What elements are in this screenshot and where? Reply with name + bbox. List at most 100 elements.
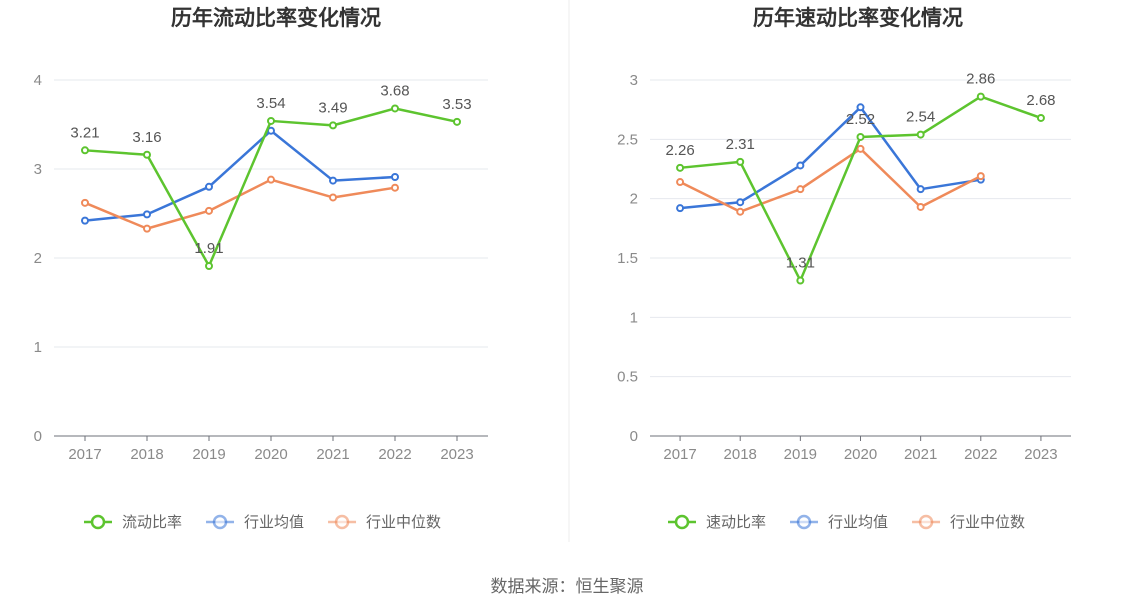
legend-circle-marker [796,514,812,530]
x-tick-label: 2022 [964,446,997,463]
data-point[interactable] [205,206,213,215]
x-tick-label: 2020 [254,446,287,463]
x-tick-label: 2017 [68,446,101,463]
y-tick-label: 3 [630,72,638,89]
data-point[interactable] [676,204,685,213]
data-point[interactable] [856,132,865,141]
data-point[interactable] [329,176,337,185]
legend-label: 行业中位数 [366,514,441,531]
legend-circle-marker [90,514,106,530]
data-point[interactable] [916,202,925,211]
legend-circle-marker [918,514,934,530]
data-point[interactable] [81,146,89,155]
data-point[interactable] [267,116,275,125]
data-point[interactable] [453,117,461,126]
data-label: 1.91 [194,240,223,257]
legend-label: 速动比率 [706,514,766,531]
series-line [679,147,982,213]
data-point[interactable] [916,130,925,139]
x-tick-label: 2017 [663,446,696,463]
series-line [84,178,396,230]
x-tick-label: 2021 [904,446,937,463]
data-point[interactable] [329,121,337,130]
data-point[interactable] [205,262,213,271]
data-label: 2.68 [1026,92,1055,109]
legend-item[interactable]: 流动比率 [84,514,182,531]
data-point[interactable] [1036,113,1045,122]
legend-item[interactable]: 行业均值 [790,514,888,531]
quick-ratio-chart: 历年速动比率变化情况 0 0.5 1 1.5 2 2.5 3 2017 2018 2019 2020 2… [617,6,1071,531]
data-point[interactable] [676,178,685,187]
data-point[interactable] [676,163,685,172]
y-tick-label: 2 [34,250,42,267]
data-point[interactable] [856,103,865,112]
current-ratio-chart: 历年流动比率变化情况 0 1 2 3 4 2017 2018 2019 2020 2021 2022 2… [34,6,488,531]
legend-label: 行业中位数 [950,514,1025,531]
data-point[interactable] [916,185,925,194]
data-point[interactable] [736,157,745,166]
x-tick-label: 2021 [316,446,349,463]
data-label: 2.52 [846,111,875,128]
data-label: 2.26 [665,142,694,159]
data-point[interactable] [81,216,89,225]
data-point[interactable] [796,185,805,194]
x-tick-label: 2020 [844,446,877,463]
data-point[interactable] [143,210,151,219]
chart-title: 历年流动比率变化情况 [171,6,381,30]
legend-circle-marker [212,514,228,530]
y-tick-label: 0.5 [617,369,638,386]
legend-label: 流动比率 [122,514,182,531]
y-tick-label: 3 [34,161,42,178]
x-tick-label: 2023 [440,446,473,463]
data-point[interactable] [391,183,399,192]
data-point[interactable] [81,198,89,207]
y-tick-label: 2 [630,191,638,208]
y-tick-label: 0 [630,428,638,445]
series-line [84,129,396,222]
y-tick-label: 0 [34,428,42,445]
data-point[interactable] [329,193,337,202]
data-label: 3.54 [256,95,285,112]
data-point[interactable] [736,207,745,216]
data-point[interactable] [143,224,151,233]
data-label: 3.49 [318,99,347,116]
data-label: 2.54 [906,109,935,126]
legend-item[interactable]: 速动比率 [668,514,766,531]
y-tick-label: 1.5 [617,250,638,267]
legend-circle-marker [674,514,690,530]
chart-title: 历年速动比率变化情况 [753,6,963,30]
x-tick-label: 2023 [1024,446,1057,463]
legend-item[interactable]: 行业均值 [206,514,304,531]
x-tick-label: 2019 [192,446,225,463]
data-label: 3.16 [132,129,161,146]
x-tick-label: 2018 [130,446,163,463]
data-point[interactable] [976,172,985,181]
legend-item[interactable]: 行业中位数 [912,514,1025,531]
data-point[interactable] [976,92,985,101]
y-tick-label: 2.5 [617,131,638,148]
legend-circle-marker [334,514,350,530]
legend-item[interactable]: 行业中位数 [328,514,441,531]
x-tick-label: 2019 [784,446,817,463]
data-point[interactable] [205,182,213,191]
x-tick-label: 2018 [724,446,757,463]
data-point[interactable] [796,161,805,170]
data-label: 1.31 [786,255,815,272]
data-point[interactable] [143,150,151,159]
data-label: 3.68 [380,82,409,99]
data-label: 2.31 [726,136,755,153]
data-source-note: 数据来源：恒生聚源 [491,577,644,596]
y-tick-label: 4 [34,72,42,89]
data-label: 2.86 [966,71,995,88]
data-point[interactable] [736,198,745,207]
x-tick-label: 2022 [378,446,411,463]
data-point[interactable] [391,104,399,113]
data-point[interactable] [267,175,275,184]
data-point[interactable] [391,173,399,182]
data-label: 3.53 [442,96,471,113]
series-line [679,106,981,210]
data-label: 3.21 [70,124,99,141]
data-point[interactable] [856,144,865,153]
data-point[interactable] [796,276,805,285]
